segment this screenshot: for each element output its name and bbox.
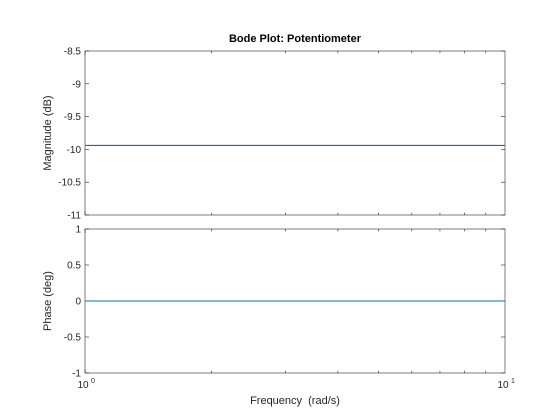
magnitude-ytick-label: -9 — [72, 79, 81, 90]
phase-ytick-label: -1 — [72, 369, 81, 380]
magnitude-ytick-label: -8.5 — [64, 47, 82, 58]
x-axis-label: Frequency (rad/s) — [250, 395, 340, 407]
chart-title: Bode Plot: Potentiometer — [229, 33, 362, 45]
phase-y-axis-label: Phase (deg) — [42, 271, 54, 331]
magnitude-ytick-label: -9.5 — [64, 112, 82, 123]
x-tick-exponent: 1 — [511, 378, 515, 385]
phase-ytick-label: 1 — [75, 225, 81, 236]
magnitude-y-axis-label: Magnitude (dB) — [42, 95, 54, 170]
magnitude-axes-box — [84, 50, 506, 216]
phase-ytick-label: 0 — [75, 297, 81, 308]
x-tick-exponent: 0 — [91, 378, 95, 385]
magnitude-ytick-label: -10.5 — [58, 178, 81, 189]
x-tick-label: 10 — [77, 380, 89, 391]
magnitude-ytick-label: -11 — [67, 211, 81, 222]
x-tick-label: 10 — [497, 380, 509, 391]
phase-ytick-label: 0.5 — [67, 261, 81, 272]
magnitude-ytick-label: -10 — [67, 145, 82, 156]
phase-ytick-label: -0.5 — [64, 333, 82, 344]
